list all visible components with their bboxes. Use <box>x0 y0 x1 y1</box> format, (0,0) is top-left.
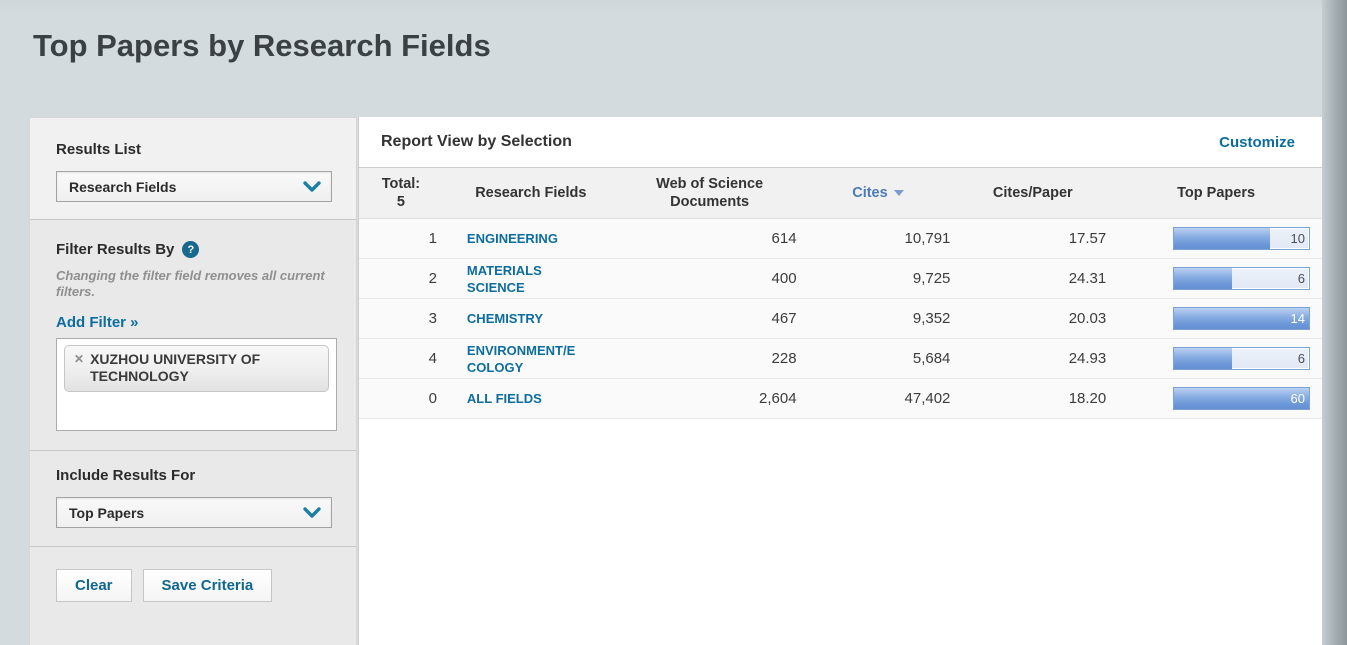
active-filters-box: ✕ XUZHOU UNIVERSITY OF TECHNOLOGY <box>56 338 337 431</box>
include-results-dropdown[interactable]: Top Papers <box>56 497 332 528</box>
research-field-link[interactable]: ENGINEERING <box>466 231 558 246</box>
actions-section: Clear Save Criteria <box>30 547 356 624</box>
table-row: 3 CHEMISTRY 467 9,352 20.03 14 <box>359 299 1322 339</box>
top-papers-bar: 6 <box>1173 347 1311 370</box>
top-papers-bar: 6 <box>1173 267 1311 290</box>
page-title: Top Papers by Research Fields <box>33 28 491 63</box>
table-row: 4 ENVIRONMENT/E COLOGY 228 5,684 24.93 6 <box>359 339 1322 379</box>
cites-cell: 47,402 <box>904 390 951 407</box>
column-header-top-papers[interactable]: Top Papers <box>1177 185 1256 201</box>
column-header-total-5: Total: 5 <box>381 176 421 210</box>
bar-value: 6 <box>1297 351 1306 366</box>
research-field-link[interactable]: ENVIRONMENT/E COLOGY <box>466 342 576 375</box>
table-row: 0 ALL FIELDS 2,604 47,402 18.20 60 <box>359 379 1322 419</box>
column-header-web-of-science-documents[interactable]: Web of Science Documents <box>656 176 764 210</box>
window-edge-shade <box>1322 0 1347 645</box>
report-panel: Report View by Selection Customize Total… <box>358 117 1322 645</box>
table-body: 1 ENGINEERING 614 10,791 17.57 10 2 MATERIALS S… <box>359 219 1322 419</box>
table-header-row: Total: 5 Research Fields Web of Science Do… <box>359 168 1322 219</box>
bar-fill <box>1174 268 1233 289</box>
sidebar-divider <box>30 546 356 547</box>
bar-fill <box>1174 308 1310 329</box>
top-papers-cell: 60 <box>1110 387 1322 410</box>
filter-note: Changing the filter field removes all cu… <box>56 268 325 299</box>
research-field-cell: ENVIRONMENT/E COLOGY <box>443 342 619 376</box>
wos-documents-cell: 228 <box>771 350 797 367</box>
cites-per-paper-cell: 24.31 <box>1068 270 1107 287</box>
top-papers-cell: 6 <box>1110 347 1322 370</box>
research-field-cell: ENGINEERING <box>443 230 619 247</box>
results-list-selected-value: Research Fields <box>69 178 177 195</box>
filter-chip-label: XUZHOU UNIVERSITY OF TECHNOLOGY <box>90 351 261 384</box>
wos-documents-cell: 2,604 <box>759 390 797 407</box>
wos-documents-cell: 614 <box>771 230 797 247</box>
cites-cell: 9,725 <box>912 270 951 287</box>
bar-fill <box>1174 388 1310 409</box>
top-papers-cell: 14 <box>1110 307 1322 330</box>
table-row: 2 MATERIALS SCIENCE 400 9,725 24.31 6 <box>359 259 1322 299</box>
research-field-cell: CHEMISTRY <box>443 310 619 327</box>
research-field-link[interactable]: ALL FIELDS <box>466 391 542 406</box>
bar-value: 60 <box>1290 391 1306 406</box>
cites-per-paper-cell: 20.03 <box>1068 310 1107 327</box>
top-papers-bar: 60 <box>1173 387 1311 410</box>
include-results-selected-value: Top Papers <box>69 504 145 521</box>
column-header-research-fields[interactable]: Research Fields <box>475 185 587 201</box>
column-header-cites[interactable]: Cites <box>801 168 956 218</box>
cites-cell: 5,684 <box>912 350 951 367</box>
help-icon[interactable]: ? <box>182 241 200 258</box>
cites-per-paper-cell: 24.93 <box>1068 350 1107 367</box>
chevron-down-icon <box>303 180 321 192</box>
column-header-cites-paper[interactable]: Cites/Paper <box>992 185 1073 201</box>
bar-fill <box>1174 228 1270 249</box>
cites-per-paper-cell: 17.57 <box>1068 230 1107 247</box>
bar-value: 14 <box>1290 311 1306 326</box>
results-list-label: Results List <box>56 141 142 158</box>
bar-value: 10 <box>1290 231 1306 246</box>
report-view-heading: Report View by Selection <box>381 133 572 150</box>
customize-link[interactable]: Customize <box>1219 133 1295 151</box>
top-papers-cell: 6 <box>1110 267 1322 290</box>
research-field-cell: ALL FIELDS <box>443 390 619 407</box>
top-papers-bar: 14 <box>1173 307 1311 330</box>
wos-documents-cell: 467 <box>771 310 797 327</box>
cites-cell: 10,791 <box>904 230 951 247</box>
sort-descending-icon <box>893 190 904 196</box>
rank-cell: 2 <box>428 270 437 287</box>
research-field-link[interactable]: MATERIALS SCIENCE <box>466 262 542 295</box>
clear-button[interactable]: Clear <box>56 569 132 602</box>
top-papers-bar: 10 <box>1173 227 1311 250</box>
results-list-section: Results List Research Fields <box>30 118 356 219</box>
save-criteria-button[interactable]: Save Criteria <box>142 569 273 602</box>
results-list-dropdown[interactable]: Research Fields <box>56 171 332 202</box>
cites-per-paper-cell: 18.20 <box>1068 390 1107 407</box>
add-filter-link[interactable]: Add Filter » <box>56 314 139 331</box>
table-row: 1 ENGINEERING 614 10,791 17.57 10 <box>359 219 1322 259</box>
criteria-sidebar: Results List Research Fields Filter Resu… <box>29 117 357 645</box>
include-results-section: Include Results For Top Papers <box>30 451 356 546</box>
filter-chip: ✕ XUZHOU UNIVERSITY OF TECHNOLOGY <box>64 345 329 392</box>
chevron-down-icon <box>303 506 321 518</box>
filter-results-by-label: Filter Results By <box>56 241 175 258</box>
rank-cell: 4 <box>428 350 437 367</box>
bar-fill <box>1174 348 1233 369</box>
research-field-cell: MATERIALS SCIENCE <box>443 262 619 296</box>
include-results-label: Include Results For <box>56 467 196 484</box>
remove-filter-icon[interactable]: ✕ <box>74 352 85 366</box>
rank-cell: 1 <box>428 230 437 247</box>
bar-value: 6 <box>1297 271 1306 286</box>
top-papers-cell: 10 <box>1110 227 1322 250</box>
sidebar-divider <box>30 219 356 220</box>
filter-section: Filter Results By ? Changing the filter … <box>30 220 356 450</box>
rank-cell: 0 <box>428 390 437 407</box>
cites-cell: 9,352 <box>912 310 951 327</box>
rank-cell: 3 <box>428 310 437 327</box>
wos-documents-cell: 400 <box>771 270 797 287</box>
research-field-link[interactable]: CHEMISTRY <box>466 311 543 326</box>
sidebar-divider <box>30 450 356 451</box>
